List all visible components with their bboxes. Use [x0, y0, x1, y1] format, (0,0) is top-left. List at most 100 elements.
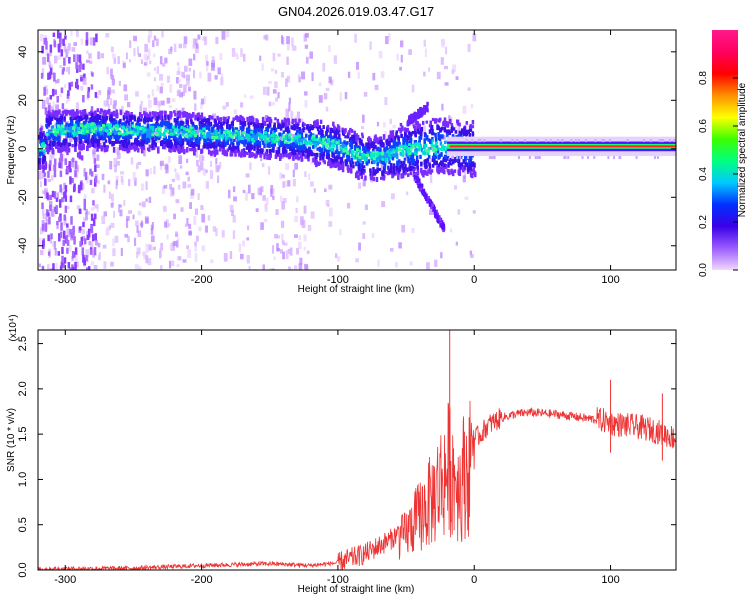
spectrogram-noise-cell: [219, 52, 223, 61]
spectrogram-band-cell: [286, 137, 290, 142]
spectrogram-noise-cell: [41, 209, 45, 216]
spectrogram-band-cell: [453, 158, 457, 163]
y-tick-label: 2.0: [17, 381, 29, 396]
spectrogram-noise-cell: [249, 95, 254, 99]
spectrogram-band-cell: [434, 149, 437, 155]
spectrogram-band-cell: [413, 143, 417, 148]
spectrogram-noise-cell: [187, 184, 192, 188]
spectrogram-noise-cell: [53, 72, 56, 82]
spectrogram-band-cell: [173, 117, 177, 123]
spectrogram-band-cell: [423, 138, 426, 145]
spectrogram-noise-cell: [609, 139, 612, 143]
spectrogram-band-cell: [77, 122, 80, 127]
spectrogram-band-cell: [184, 125, 187, 129]
spectrogram-peak-cell: [215, 135, 219, 139]
spectrogram-band-cell: [427, 146, 431, 153]
spectrogram-peak-cell: [132, 131, 136, 135]
spectrogram-noise-cell: [76, 205, 81, 210]
spectrogram-band-cell: [67, 123, 71, 127]
spectrogram-band-cell: [358, 153, 362, 159]
spectrogram-noise-cell: [91, 234, 95, 242]
spectrogram-noise-cell: [82, 77, 87, 85]
spectrogram-noise-cell: [462, 175, 466, 183]
spectrogram-peak-cell: [131, 124, 135, 128]
spectrogram-noise-cell: [111, 195, 115, 205]
spectrogram-band-cell: [393, 153, 397, 158]
spectrogram-band-cell: [277, 148, 281, 155]
spectrogram-band-cell: [393, 139, 397, 146]
spectrogram-noise-cell: [361, 126, 364, 130]
spectrogram-band-cell: [64, 146, 68, 152]
spectrogram-band-cell: [239, 126, 243, 131]
spectrogram-peak-cell: [81, 131, 85, 135]
spectrogram-peak-cell: [72, 131, 76, 135]
spectrogram-noise-cell: [112, 248, 116, 257]
spectrogram-noise-cell: [194, 208, 199, 215]
spectrogram-band-cell: [431, 128, 434, 134]
spectrogram-band-cell: [444, 165, 447, 169]
spectrogram-band-cell: [417, 178, 420, 183]
spectrogram-band-cell: [310, 137, 314, 144]
spectrogram-band-cell: [408, 160, 412, 166]
spectrogram-band-cell: [254, 141, 258, 147]
spectrogram-noise-cell: [444, 82, 449, 86]
spectrogram-band-cell: [372, 158, 376, 165]
spectrogram-noise-cell: [132, 214, 135, 220]
spectrogram-noise-cell: [74, 261, 77, 270]
spectrogram-noise-cell: [187, 176, 190, 182]
spectrogram-band-cell: [292, 142, 295, 146]
spectrogram-noise-cell: [50, 106, 54, 112]
spectrogram-band-cell: [254, 153, 257, 159]
spectrogram-band-cell: [368, 151, 372, 157]
spectrogram-band-cell: [128, 116, 132, 121]
spectrogram-band-cell: [349, 163, 353, 168]
spectrogram-peak-cell: [202, 127, 206, 131]
spectrogram-band-cell: [309, 132, 313, 138]
spectrogram-band-cell: [419, 107, 422, 112]
spectrogram-band-cell: [151, 143, 154, 149]
spectrogram-noise-cell: [48, 71, 52, 80]
spectrogram-noise-cell: [94, 213, 97, 220]
spectrogram-band-cell: [413, 130, 417, 135]
colorbar-tick-label: 0.8: [698, 71, 709, 85]
spectrogram-band-cell: [335, 129, 339, 134]
spectrogram-noise-cell: [136, 225, 139, 233]
spectrogram-noise-cell: [143, 107, 148, 114]
spectrogram-band-cell: [75, 115, 79, 119]
spectrogram-band-cell: [273, 124, 276, 130]
spectrogram-peak-cell: [123, 132, 127, 136]
spectrogram-peak-cell: [151, 133, 155, 137]
spectrogram-band-cell: [208, 132, 211, 136]
spectrogram-band-cell: [296, 153, 299, 158]
spectrogram-noise-cell: [41, 240, 45, 249]
spectrogram-peak-cell: [185, 128, 189, 132]
spectrogram-noise-cell: [244, 191, 248, 201]
spectrogram-band-cell: [224, 141, 227, 147]
spectrogram-noise-cell: [74, 166, 79, 173]
spectrogram-noise-cell: [215, 227, 218, 237]
spectrogram-band-cell: [373, 152, 377, 158]
spectrogram-noise-cell: [69, 267, 72, 270]
spectrogram-band-cell: [306, 125, 309, 130]
spectrogram-band-cell: [247, 128, 251, 132]
spectrogram-band-cell: [182, 113, 185, 118]
spectrogram-noise-cell: [201, 155, 205, 161]
spectrogram-noise-cell: [371, 232, 375, 239]
spectrogram-band-cell: [208, 135, 212, 141]
spectrogram-noise-cell: [130, 157, 134, 165]
spectrogram-noise-cell: [145, 255, 149, 264]
spectrogram-noise-cell: [182, 259, 187, 263]
spectrogram-noise-cell: [94, 92, 98, 98]
spectrogram-noise-cell: [123, 84, 128, 92]
spectrogram-band-cell: [276, 118, 280, 123]
snr-panel: -300 -200 -100 0 1000.00.51.01.52.02.5Height…: [6, 314, 677, 595]
spectrogram-noise-cell: [452, 64, 457, 72]
spectrogram-band-cell: [424, 170, 427, 176]
spectrogram-band-cell: [234, 134, 238, 140]
spectrogram-band-cell: [449, 157, 453, 162]
spectrogram-band-cell: [74, 116, 78, 121]
spectrogram-band-cell: [217, 118, 221, 124]
spectrogram-band-cell: [451, 170, 455, 177]
spectrogram-band-cell: [405, 150, 408, 157]
spectrogram-band-cell: [414, 151, 417, 156]
